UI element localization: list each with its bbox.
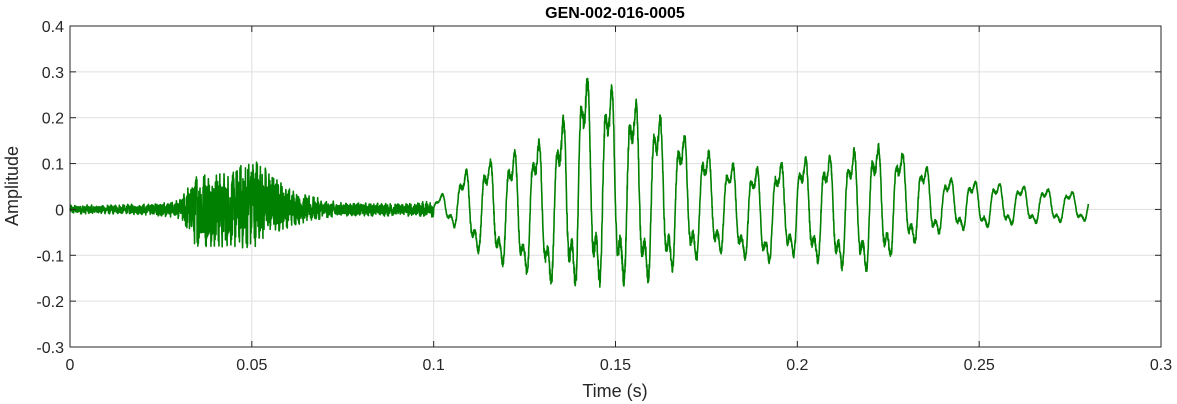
y-axis-label: Amplitude	[2, 146, 22, 226]
chart-title: GEN-002-016-0005	[545, 5, 685, 22]
x-axis-label: Time (s)	[582, 381, 647, 401]
y-tick-label: 0	[55, 202, 64, 219]
x-tick-label: 0.05	[236, 357, 267, 374]
plot-area	[69, 77, 1090, 288]
y-tick-label: 0.3	[42, 65, 64, 82]
x-tick-label: 0	[66, 357, 75, 374]
y-tick-label: 0.2	[42, 111, 64, 128]
x-tick-label: 0.25	[964, 357, 995, 374]
grid	[70, 26, 1161, 347]
waveform-series-line	[69, 77, 1090, 288]
tick-labels: 0 0.05 0.1 0.15 0.2 0.25 0.3 -0.3 -0.2 -0.1 0 0.1 0.…	[36, 19, 1172, 374]
y-tick-label: 0.4	[42, 19, 64, 36]
y-tick-label: -0.1	[36, 248, 64, 265]
y-tick-label: 0.1	[42, 157, 64, 174]
x-tick-label: 0.15	[600, 357, 631, 374]
axes-frame	[69, 25, 1162, 348]
y-tick-label: -0.3	[36, 340, 64, 357]
plot-border	[69, 25, 1162, 348]
y-tick-label: -0.2	[36, 294, 64, 311]
x-tick-label: 0.2	[786, 357, 808, 374]
x-tick-label: 0.3	[1150, 357, 1172, 374]
x-tick-label: 0.1	[423, 357, 445, 374]
